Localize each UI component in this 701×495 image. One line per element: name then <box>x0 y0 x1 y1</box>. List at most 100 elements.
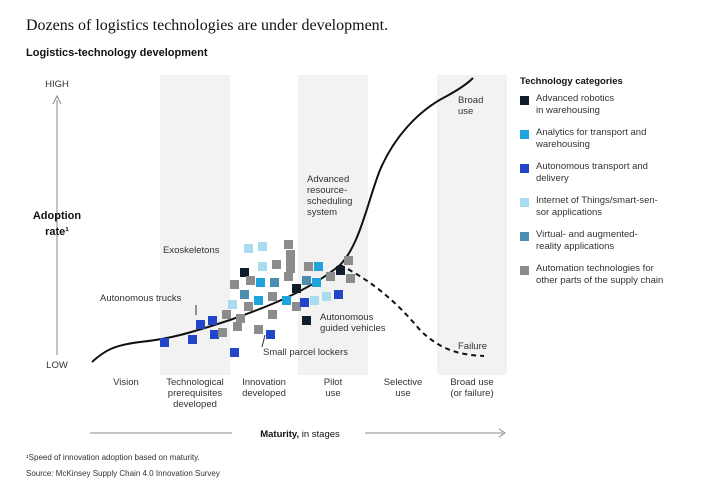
stage-band <box>160 75 230 375</box>
technology-marker <box>230 348 239 357</box>
x-arrow-head <box>498 428 506 438</box>
annotation: Broad <box>458 95 483 106</box>
technology-marker <box>233 322 242 331</box>
legend-swatch <box>520 164 529 173</box>
technology-marker <box>286 250 295 259</box>
technology-marker <box>326 272 335 281</box>
technology-marker <box>228 300 237 309</box>
technology-marker <box>292 302 301 311</box>
legend-label: in warehousing <box>536 105 600 116</box>
y-low: LOW <box>46 360 68 371</box>
stage-band <box>437 75 507 375</box>
legend-swatch <box>520 130 529 139</box>
technology-marker <box>244 302 253 311</box>
technology-marker <box>268 292 277 301</box>
stage-label: prerequisites <box>168 388 223 399</box>
stage-label: Technological <box>166 377 224 388</box>
annotation: Small parcel lockers <box>263 347 348 358</box>
technology-marker <box>210 330 219 339</box>
annotation: Autonomous <box>320 312 374 323</box>
annotation: use <box>458 106 473 117</box>
technology-marker <box>312 278 321 287</box>
technology-marker <box>240 268 249 277</box>
stage-label: Broad use <box>450 377 493 388</box>
technology-marker <box>240 290 249 299</box>
technology-marker <box>208 316 217 325</box>
leader <box>261 334 266 348</box>
technology-marker <box>258 262 267 271</box>
technology-marker <box>188 335 197 344</box>
legend-swatch <box>520 232 529 241</box>
technology-marker <box>344 256 353 265</box>
technology-marker <box>160 338 169 347</box>
legend-label: warehousing <box>535 139 590 150</box>
technology-marker <box>292 284 301 293</box>
x-axis-label-rest: in stages <box>299 429 340 440</box>
annotation: Advanced <box>307 174 349 185</box>
technology-marker <box>286 264 295 273</box>
technology-markers <box>160 240 355 357</box>
technology-marker <box>230 280 239 289</box>
technology-marker <box>272 260 281 269</box>
legend-label: delivery <box>536 173 569 184</box>
stage-label: use <box>325 388 340 399</box>
technology-marker <box>218 328 227 337</box>
technology-marker <box>256 278 265 287</box>
technology-marker <box>266 330 275 339</box>
technology-marker <box>258 242 267 251</box>
x-axis-label-bold: Maturity, <box>260 429 299 440</box>
legend-label: Autonomous transport and <box>536 161 648 172</box>
annotation: Autonomous trucks <box>100 293 182 304</box>
technology-marker <box>302 316 311 325</box>
subtitle: Logistics-technology development <box>26 47 208 59</box>
technology-marker <box>336 266 345 275</box>
technology-marker <box>286 258 295 267</box>
technology-marker <box>246 276 255 285</box>
adoption-curve <box>91 77 474 363</box>
stage-label: developed <box>242 388 286 399</box>
x-axis-label: Maturity, in stages <box>260 429 340 440</box>
stage-label: use <box>395 388 410 399</box>
legend-swatch <box>520 266 529 275</box>
legend-title: Technology categories <box>520 76 623 87</box>
technology-marker <box>270 278 279 287</box>
annotation: resource- <box>307 185 347 196</box>
technology-marker <box>314 262 323 271</box>
legend-label: reality applications <box>536 241 614 252</box>
footnote: ¹Speed of innovation adoption based on m… <box>26 453 200 462</box>
y-axis-label: Adoption <box>33 210 82 222</box>
stage-label: (or failure) <box>450 388 493 399</box>
technology-marker <box>310 296 319 305</box>
technology-marker <box>244 244 253 253</box>
stage-label: developed <box>173 399 217 410</box>
legend-label: Internet of Things/smart-sen- <box>536 195 658 206</box>
technology-marker <box>302 276 311 285</box>
legend-swatch <box>520 96 529 105</box>
y-axis-label: rate¹ <box>45 226 69 238</box>
technology-marker <box>222 310 231 319</box>
legend-label: Virtual- and augmented- <box>536 229 638 240</box>
technology-marker <box>300 298 309 307</box>
title: Dozens of logistics technologies are und… <box>26 17 388 34</box>
legend-label: Advanced robotics <box>536 93 614 104</box>
failure-curve <box>339 264 485 357</box>
legend-label: Analytics for transport and <box>536 127 646 138</box>
annotation: Exoskeletons <box>163 245 220 256</box>
technology-marker <box>236 314 245 323</box>
legend-label: other parts of the supply chain <box>536 275 663 286</box>
technology-marker <box>322 292 331 301</box>
technology-marker <box>334 290 343 299</box>
annotation: scheduling <box>307 196 352 207</box>
annotation: system <box>307 207 337 218</box>
annotation: Failure <box>458 341 487 352</box>
stage-label: Vision <box>113 377 139 388</box>
technology-marker <box>268 310 277 319</box>
legend-label: sor applications <box>536 207 602 218</box>
y-high: HIGH <box>45 79 69 90</box>
stage-label: Innovation <box>242 377 286 388</box>
y-arrow-head <box>52 94 62 105</box>
stage-label: Pilot <box>324 377 343 388</box>
technology-marker <box>254 325 263 334</box>
technology-marker <box>284 272 293 281</box>
